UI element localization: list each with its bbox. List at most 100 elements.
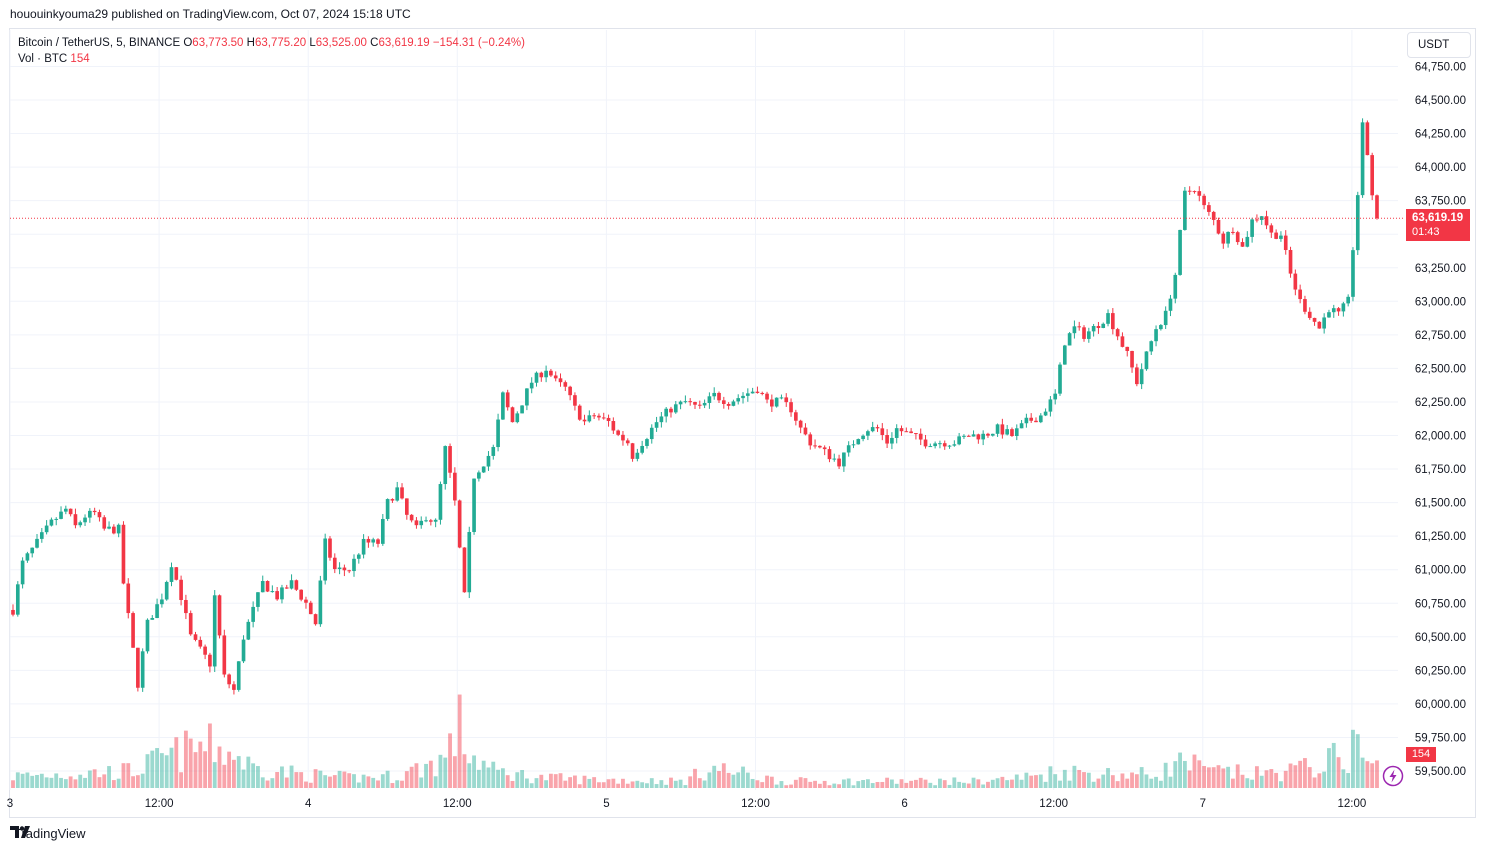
candle-body [217, 595, 222, 636]
candle-body [15, 584, 20, 615]
volume-bar [865, 779, 870, 788]
volume-bar [1043, 781, 1048, 788]
y-tick-label: 63,000.00 [1415, 296, 1466, 308]
x-axis: 3 12:00 4 12:00 5 12:00 6 12:00 7 12:00 [7, 798, 1366, 810]
volume-bar [1144, 774, 1149, 788]
candle-body [726, 403, 731, 406]
x-tick-label: 4 [305, 798, 312, 810]
volume-bar [928, 782, 933, 788]
volume-bar [1086, 772, 1091, 788]
candle-body [1365, 122, 1370, 156]
candle-body [1187, 190, 1192, 192]
chart-legend[interactable]: Bitcoin / TetherUS, 5, BINANCE O63,773.5… [18, 35, 525, 67]
volume-bar [505, 775, 510, 788]
candle-body [942, 443, 947, 447]
volume-bar [1101, 774, 1106, 788]
volume-bar [1307, 767, 1312, 788]
volume-bar [1202, 766, 1207, 788]
candle-body [717, 392, 721, 401]
lightning-icon[interactable] [1382, 765, 1404, 787]
candle-body [112, 526, 116, 534]
volume-bar [1149, 778, 1154, 788]
volume-bar [491, 761, 496, 788]
volume-bar [1106, 768, 1110, 788]
y-tick-label: 61,000.00 [1415, 565, 1466, 577]
volume-bar [222, 764, 227, 788]
volume-bar [1000, 776, 1005, 788]
volume-bar [1216, 765, 1221, 788]
volume-bar [356, 782, 361, 788]
candle-body [1235, 232, 1240, 243]
candle-body [1341, 303, 1346, 312]
last-price-tag: 63,619.19 01:43 [1406, 209, 1470, 241]
volume-bar [1226, 766, 1231, 788]
symbol-label[interactable]: Bitcoin / TetherUS, 5, BINANCE [18, 37, 181, 49]
candle-body [909, 431, 913, 434]
candle-body [856, 439, 861, 445]
volume-bar [707, 772, 712, 788]
volume-row: Vol · BTC 154 [18, 51, 525, 67]
candle-body [35, 538, 39, 548]
candle-body [203, 646, 207, 655]
volume-bar [390, 783, 395, 788]
footer[interactable]: TradingView [10, 826, 86, 841]
candle-body [645, 439, 649, 446]
volume-bar [299, 772, 304, 788]
candle-body [236, 661, 241, 690]
candle-body [318, 580, 323, 625]
volume-bar [1355, 734, 1360, 788]
candle-body [880, 428, 885, 436]
candle-body [107, 526, 111, 529]
volume-bar [1360, 757, 1365, 788]
volume-bar [1058, 780, 1062, 788]
close-label: C [370, 37, 379, 49]
volume-bar [1034, 775, 1038, 788]
candle-body [544, 370, 548, 378]
volume-bar [294, 772, 299, 788]
candle-body [577, 405, 582, 420]
candle-body [400, 487, 404, 499]
volume-bar [1259, 775, 1264, 788]
volume-bar [260, 777, 265, 788]
volume-bar [990, 779, 995, 788]
volume-bar [1331, 742, 1336, 788]
volume-bar [817, 783, 822, 788]
candle-body [539, 372, 544, 378]
candle-body [842, 452, 846, 467]
candle-body [289, 580, 294, 589]
volume-bar [774, 784, 779, 788]
chart-grid [9, 30, 1398, 790]
volume-bar [1024, 772, 1029, 788]
candle-body [256, 592, 260, 607]
volume-bar [938, 778, 942, 788]
candle-body [64, 508, 68, 512]
candle-body [510, 407, 515, 423]
candle-body [520, 405, 524, 414]
candle-body [347, 570, 352, 572]
candle-body [966, 435, 971, 437]
candle-body [1159, 325, 1163, 330]
volume-bar [1303, 758, 1307, 788]
candle-body [688, 401, 693, 403]
volume-label[interactable]: Vol · BTC [18, 53, 68, 65]
candle-body [188, 613, 193, 635]
volume-bar [621, 778, 625, 788]
volume-bar [448, 733, 452, 788]
candle-body [25, 553, 30, 561]
currency-button[interactable]: USDT [1407, 32, 1471, 58]
candlestick-series [11, 118, 1379, 695]
candle-body [457, 500, 462, 548]
candle-body [78, 522, 83, 526]
candle-body [822, 447, 827, 450]
volume-bar [83, 777, 87, 788]
candle-body [102, 517, 107, 529]
candle-body [664, 408, 669, 417]
volume-bar [573, 775, 577, 788]
volume-bar [625, 783, 630, 788]
candle-body [1019, 423, 1024, 429]
candle-body [1269, 225, 1274, 233]
volume-bar [433, 776, 438, 788]
volume-bar [1010, 779, 1014, 788]
volume-bar [606, 779, 611, 788]
